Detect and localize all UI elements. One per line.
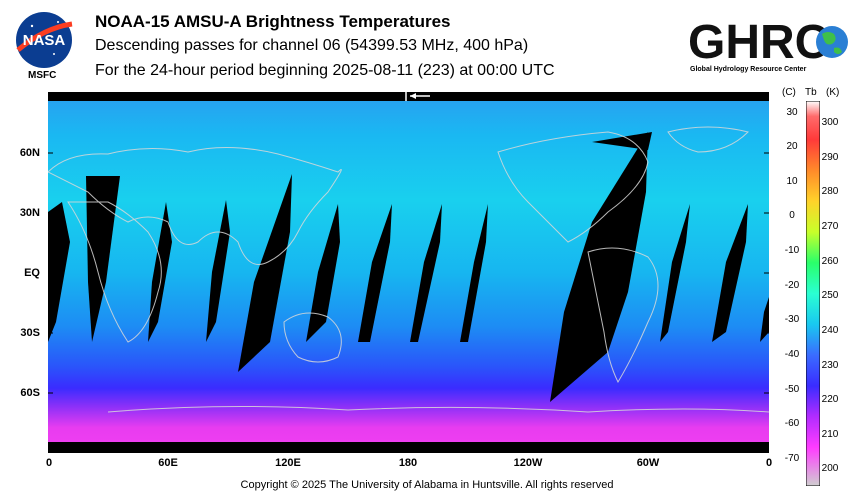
colorbar-tick-k: 240	[821, 325, 839, 336]
map-subtitle: Descending passes for channel 06 (54399.…	[95, 37, 529, 54]
nasa-logo-text: NASA	[23, 32, 66, 49]
orbit-direction-arrow-icon	[405, 92, 430, 101]
colorbar-tick-c: -30	[784, 314, 800, 325]
graticule-ticks	[48, 152, 769, 394]
colorbar-tick-k: 220	[821, 394, 839, 405]
ghrc-logo-icon: GHRC	[688, 16, 848, 68]
coastlines	[48, 126, 769, 413]
lon-label-60e: 60E	[158, 457, 178, 469]
ghrc-subtitle: Global Hydrology Resource Center	[690, 66, 807, 73]
south-polar-gap	[48, 442, 769, 453]
copyright-notice: Copyright © 2025 The University of Alaba…	[240, 479, 614, 491]
nasa-logo-icon: NASA	[16, 12, 73, 68]
colorbar-tick-k: 280	[821, 186, 839, 197]
lat-label-60s: 60S	[20, 387, 40, 399]
colorbar-tick-c: -60	[784, 418, 800, 429]
lat-label-60n: 60N	[19, 147, 40, 159]
lon-label-120e: 120E	[275, 457, 301, 469]
colorbar-tick-k: 250	[821, 290, 839, 301]
temperature-colorbar	[806, 101, 820, 486]
colorbar-tick-k: 260	[821, 256, 839, 267]
colorbar-tick-k: 230	[821, 360, 839, 371]
lon-label-60w: 60W	[636, 457, 660, 469]
map-title: NOAA-15 AMSU-A Brightness Temperatures	[95, 12, 451, 31]
msfc-label: MSFC	[28, 70, 57, 81]
colorbar-tick-c: 0	[789, 210, 795, 221]
colorbar-header-celsius: (C)	[782, 87, 796, 98]
ghrc-logo-text: GHRC	[688, 16, 829, 68]
colorbar-tick-k: 300	[821, 117, 839, 128]
colorbar-header-kelvin: (K)	[826, 87, 840, 98]
north-polar-gap	[48, 92, 769, 101]
colorbar-tick-c: -70	[784, 453, 800, 464]
colorbar-header-tb: Tb	[805, 87, 817, 98]
lon-label-0-west: 0	[45, 457, 53, 469]
colorbar-tick-c: -50	[784, 384, 800, 395]
lat-label-30s: 30S	[20, 327, 40, 339]
brightness-temperature-map	[48, 92, 769, 453]
colorbar-tick-k: 270	[821, 221, 839, 232]
colorbar-tick-k: 200	[821, 463, 839, 474]
lon-label-180: 180	[398, 457, 418, 469]
colorbar-tick-k: 290	[821, 152, 839, 163]
map-period: For the 24-hour period beginning 2025-08…	[95, 62, 555, 79]
colorbar-tick-c: -20	[784, 280, 800, 291]
colorbar-tick-c: -40	[784, 349, 800, 360]
colorbar-tick-c: 30	[786, 107, 798, 118]
colorbar-tick-c: 20	[786, 141, 798, 152]
colorbar-tick-k: 210	[821, 429, 839, 440]
lon-label-120w: 120W	[513, 457, 543, 469]
lat-label-eq: EQ	[24, 267, 40, 279]
colorbar-tick-c: -10	[784, 245, 800, 256]
lon-label-0-east: 0	[765, 457, 773, 469]
lat-label-30n: 30N	[19, 207, 40, 219]
colorbar-tick-c: 10	[786, 176, 798, 187]
